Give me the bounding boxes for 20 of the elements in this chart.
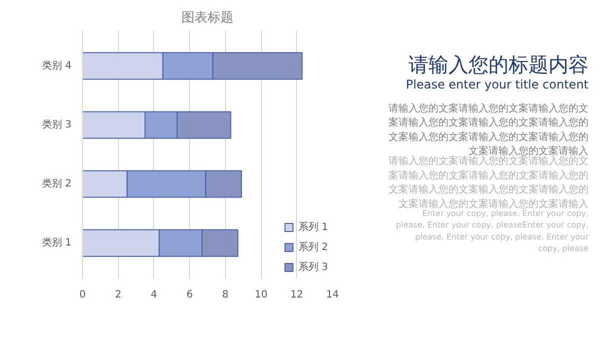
x-tick-label: 14 [326, 290, 339, 300]
legend-label: 系列 2 [298, 240, 328, 254]
legend-label: 系列 3 [298, 260, 328, 274]
x-tick-label: 10 [254, 290, 268, 300]
x-tick-label: 0 [79, 290, 86, 300]
y-tick-label: 类别 4 [42, 59, 72, 72]
text: Please enter your title content [406, 77, 589, 92]
text: 请输入您的标题内容 [408, 52, 588, 77]
text: Enter your copy, please. Enter your copy, please. Enter your copy, pleaseEnter your copy, please. Enter your copy, please. Enter your copy, please [396, 208, 590, 254]
x-tick-label: 8 [222, 290, 229, 300]
text: 请输入您的文案请输入您的文案请输入您的文案请输入您的文案请输入您的文案请输入您的文案请输入您的文案输入您的文案请输入您的文案请输入您的文案请输入您的文案请输入 [388, 155, 588, 210]
x-tick-label: 6 [186, 290, 193, 300]
y-tick-label: 类别 1 [42, 236, 72, 249]
legend-label: 系列 1 [298, 220, 328, 234]
x-tick-label: 12 [290, 290, 304, 300]
x-tick-label: 2 [115, 290, 122, 300]
y-tick-label: 类别 2 [42, 178, 72, 190]
x-tick-label: 4 [150, 290, 158, 300]
chart-title: 图表标题 [182, 10, 234, 26]
y-tick-label: 类别 3 [42, 118, 72, 130]
